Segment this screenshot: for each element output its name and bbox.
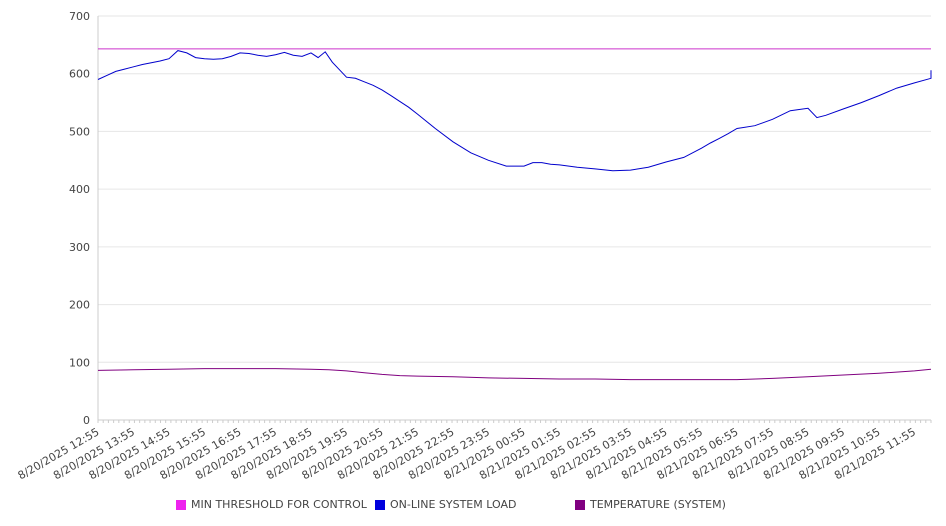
- legend-item-min-threshold: MIN THRESHOLD FOR CONTROL: [176, 498, 367, 511]
- series-lines: [97, 48, 932, 381]
- grid-lines: [98, 15, 931, 421]
- legend-swatch-temperature: [575, 499, 585, 510]
- legend-swatch-min-threshold: [176, 499, 186, 510]
- legend-swatch-online-load: [375, 499, 385, 510]
- legend: MIN THRESHOLD FOR CONTROL ON-LINE SYSTEM…: [0, 498, 946, 516]
- series-line-2: [97, 368, 932, 381]
- y-axis: 0 100 200 300 400 500 600 700: [69, 10, 99, 427]
- y-tick-label: 200: [69, 299, 90, 312]
- legend-item-online-load: ON-LINE SYSTEM LOAD: [375, 498, 516, 511]
- legend-item-temperature: TEMPERATURE (SYSTEM): [575, 498, 726, 511]
- x-axis: 8/20/2025 12:558/20/2025 13:558/20/2025 …: [16, 419, 932, 482]
- legend-label-min-threshold: MIN THRESHOLD FOR CONTROL: [191, 498, 367, 511]
- y-tick-label: 0: [83, 414, 90, 427]
- y-tick-label: 400: [69, 183, 90, 196]
- legend-label-online-load: ON-LINE SYSTEM LOAD: [390, 498, 517, 511]
- y-tick-label: 100: [69, 356, 90, 369]
- y-tick-label: 700: [69, 10, 90, 23]
- y-tick-label: 300: [69, 241, 90, 254]
- y-tick-label: 500: [69, 125, 90, 138]
- y-tick-label: 600: [69, 68, 90, 81]
- series-line-1: [97, 50, 932, 172]
- legend-label-temperature: TEMPERATURE (SYSTEM): [590, 498, 726, 511]
